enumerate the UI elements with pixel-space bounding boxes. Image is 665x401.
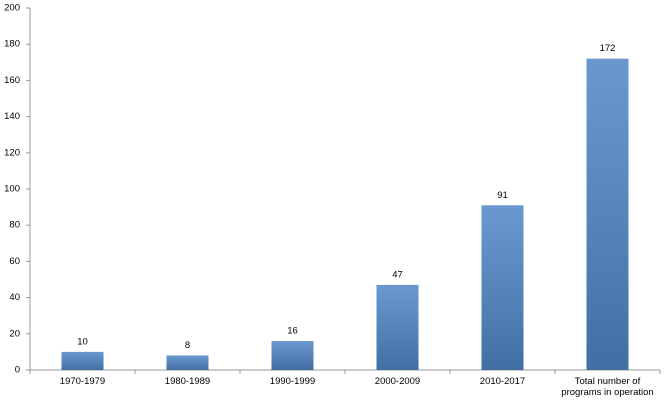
x-tick-label: Total number of programs in operation [561,376,654,398]
x-tick-label: 1990-1999 [269,376,316,387]
y-tick-label: 140 [4,111,20,122]
bar-shade [61,351,104,370]
y-tick-label: 40 [9,292,20,303]
y-tick-label: 200 [4,3,20,14]
y-tick-label: 20 [9,328,20,339]
bar-shade [166,355,209,370]
y-tick-label: 80 [9,220,20,231]
bar-shade [271,341,314,370]
y-tick-label: 60 [9,256,20,267]
bar-shade [481,205,524,370]
y-tick-label: 100 [4,184,20,195]
data-label: 8 [185,340,190,351]
data-label: 91 [497,190,508,201]
bar-shade [376,284,419,370]
y-tick-label: 160 [4,75,20,86]
x-tick-label: 1980-1989 [164,376,211,387]
data-label: 16 [287,326,298,337]
x-tick-label: 2010-2017 [479,376,526,387]
x-tick-label: 2000-2009 [374,376,421,387]
x-tick-label: 1970-1979 [59,376,106,387]
y-tick-label: 120 [4,147,20,158]
data-label: 10 [77,336,88,347]
data-label: 172 [600,43,616,54]
bar-shade [586,58,629,371]
y-tick-label: 180 [4,39,20,50]
y-tick-label: 0 [15,365,20,376]
data-label: 47 [392,269,403,280]
